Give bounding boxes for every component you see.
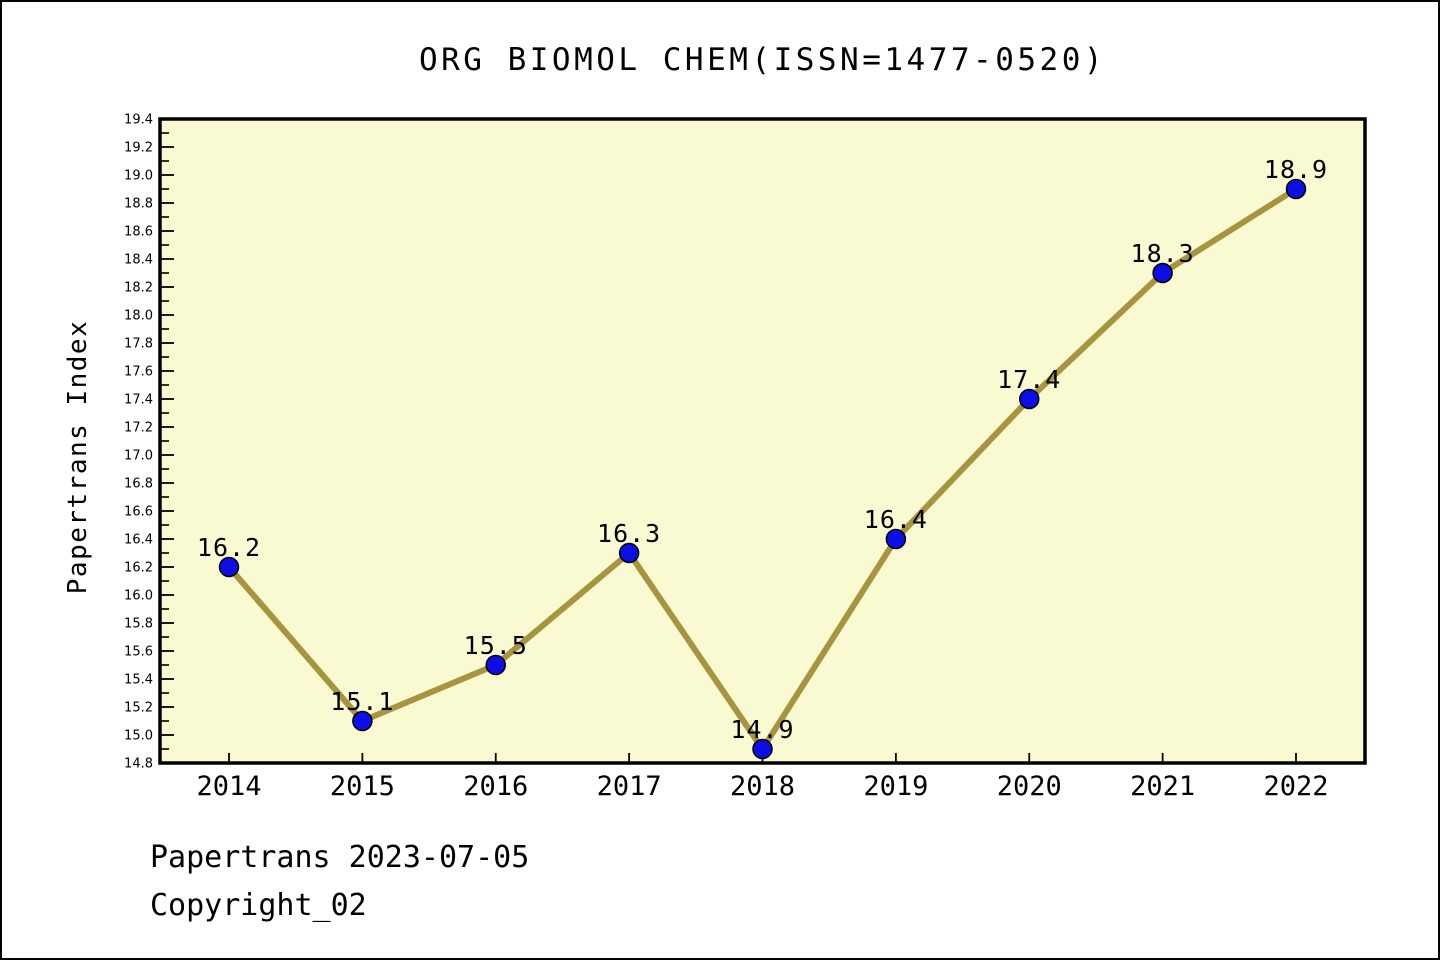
- y-tick-label: 17.0: [124, 449, 153, 464]
- plot-background: [158, 117, 1367, 765]
- y-tick-label: 15.0: [124, 729, 153, 744]
- data-point: [885, 528, 907, 550]
- data-point-label: 18.3: [1131, 239, 1195, 268]
- data-point-label: 16.2: [197, 533, 261, 562]
- footer-copyright: Copyright_02: [150, 888, 367, 923]
- y-tick-label: 18.8: [124, 197, 153, 212]
- y-tick-label: 17.6: [124, 365, 153, 380]
- y-tick-label: 19.4: [124, 113, 153, 128]
- data-point: [352, 710, 373, 732]
- y-tick-label: 19.2: [124, 141, 153, 156]
- x-tick-label: 2015: [330, 771, 395, 802]
- x-tick-label: 2019: [863, 771, 928, 802]
- data-point-label: 16.3: [597, 519, 661, 548]
- data-point-label: 17.4: [997, 365, 1061, 394]
- y-tick-label: 17.2: [124, 421, 153, 436]
- y-tick-label: 19.0: [124, 169, 153, 184]
- y-tick-label: 18.4: [124, 253, 153, 268]
- x-tick-label: 2014: [196, 771, 261, 802]
- y-tick-label: 18.6: [124, 225, 153, 240]
- x-tick-label: 2016: [463, 771, 528, 802]
- chart-title: ORG BIOMOL CHEM(ISSN=1477-0520): [418, 42, 1107, 78]
- data-point: [752, 738, 773, 760]
- x-tick-label: 2020: [997, 771, 1062, 802]
- y-tick-label: 15.8: [124, 617, 153, 632]
- x-tick-label: 2021: [1130, 771, 1195, 802]
- data-point: [1019, 388, 1040, 410]
- x-tick-label: 2022: [1263, 771, 1328, 802]
- footer-date: Papertrans 2023-07-05: [150, 840, 530, 875]
- data-point: [218, 556, 240, 578]
- y-tick-label: 16.0: [124, 589, 153, 604]
- y-tick-label: 17.8: [124, 337, 153, 352]
- data-point: [1285, 178, 1307, 200]
- y-tick-label: 15.2: [124, 701, 153, 716]
- y-tick-label: 15.4: [124, 673, 153, 688]
- y-tick-label: 15.6: [124, 645, 153, 660]
- y-tick-label: 17.4: [124, 393, 153, 408]
- data-point-label: 14.9: [730, 715, 794, 744]
- data-point: [485, 654, 506, 676]
- data-point-label: 18.9: [1264, 155, 1328, 184]
- data-point-label: 15.5: [464, 631, 528, 660]
- data-point-label: 16.4: [864, 505, 928, 534]
- y-tick-label: 16.4: [124, 533, 153, 548]
- data-point: [1152, 262, 1173, 284]
- y-tick-label: 16.2: [124, 561, 153, 576]
- x-tick-label: 2018: [730, 771, 795, 802]
- y-tick-label: 16.8: [124, 477, 153, 492]
- y-tick-label: 18.0: [124, 309, 153, 324]
- data-point: [618, 542, 640, 564]
- y-tick-label: 16.6: [124, 505, 153, 520]
- data-point-label: 15.1: [330, 687, 394, 716]
- y-tick-label: 18.2: [124, 281, 153, 296]
- y-tick-label: 14.8: [124, 757, 153, 772]
- x-tick-label: 2017: [597, 771, 662, 802]
